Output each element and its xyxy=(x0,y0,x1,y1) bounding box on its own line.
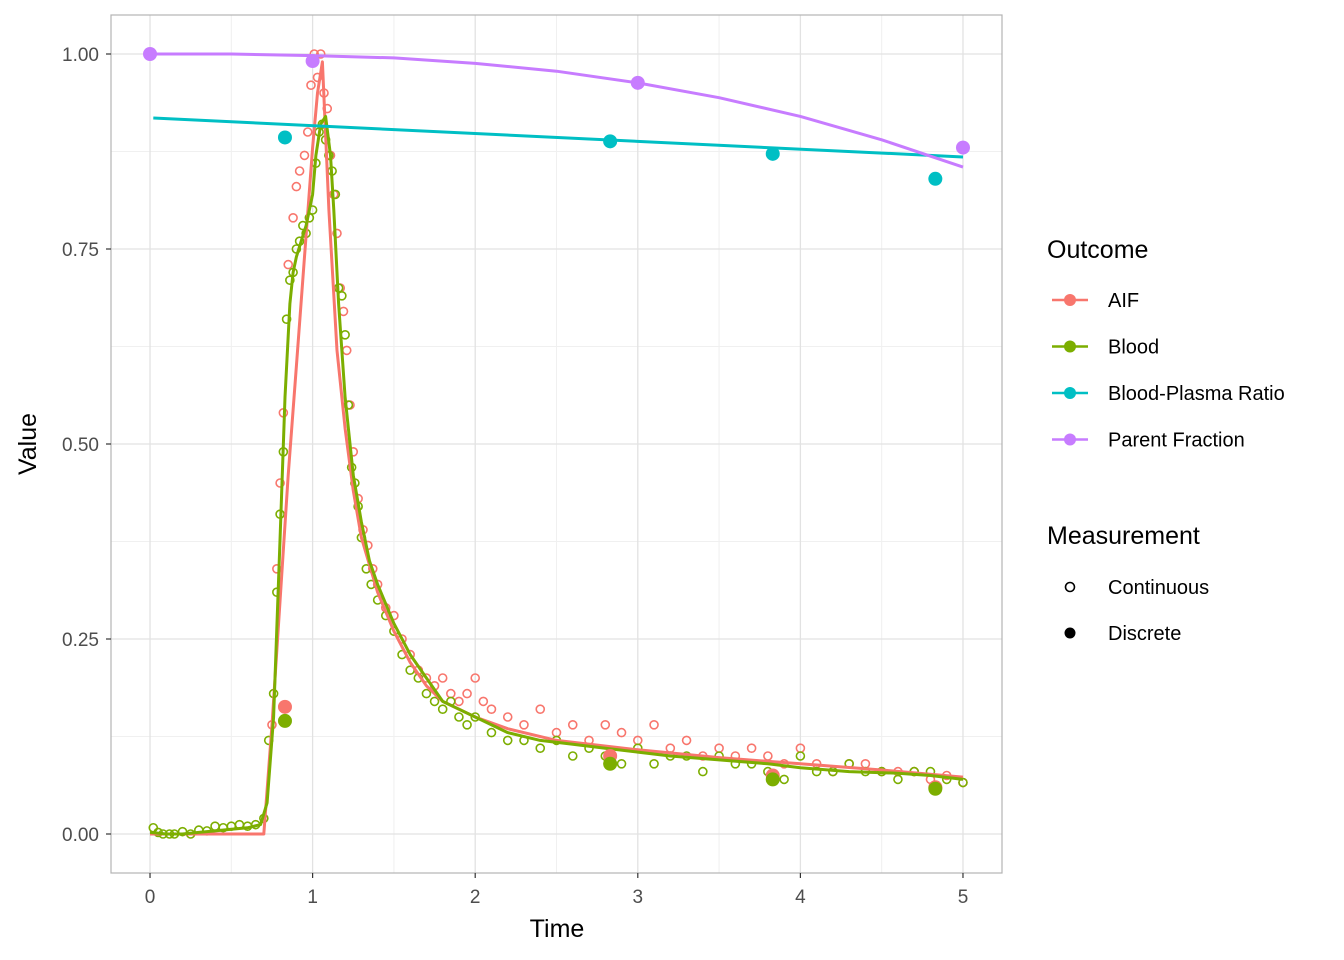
grid xyxy=(111,15,1002,873)
blood-continuous-point xyxy=(779,774,789,785)
blood-continuous-point xyxy=(698,766,708,777)
legend-continuous-swatch xyxy=(1064,581,1076,593)
blood-continuous-point xyxy=(486,727,497,738)
legend-blood-label: Blood xyxy=(1108,337,1159,359)
aif-continuous-point xyxy=(486,704,497,715)
legend-outcome-title: Outcome xyxy=(1047,236,1148,264)
aif-continuous-point xyxy=(478,696,489,707)
aif-continuous-point xyxy=(567,719,578,730)
blood-continuous-point xyxy=(454,712,464,722)
blood-continuous-point xyxy=(502,735,513,746)
blood-continuous-point xyxy=(462,719,472,730)
y-tick-label: 0.25 xyxy=(62,630,99,651)
x-tick-label: 2 xyxy=(470,887,481,908)
axes: 0 1 2 3 4 5 0.00 0.25 0.50 0.75 1.00 xyxy=(62,45,968,908)
aif-continuous-point xyxy=(288,213,298,223)
aif-continuous-point xyxy=(291,181,302,192)
blood-continuous-point xyxy=(795,751,806,761)
blood-continuous-point xyxy=(281,314,292,325)
blood-continuous-point xyxy=(649,758,659,769)
blood-continuous-point xyxy=(421,688,432,699)
x-tick-label: 4 xyxy=(795,887,806,908)
aif-continuous-point xyxy=(283,259,294,270)
legend-blood-point-swatch xyxy=(1064,340,1076,353)
aif-continuous-point xyxy=(294,166,305,176)
y-tick-label: 0.50 xyxy=(62,435,99,456)
blood-continuous-point xyxy=(285,275,295,286)
aif-continuous-point xyxy=(519,719,529,730)
legend-aif-point-swatch xyxy=(1064,294,1076,306)
blood-plasma-ratio-discrete-point xyxy=(765,146,780,161)
aif-continuous-point xyxy=(616,727,627,738)
legend: Outcome AIF Blood Blood-Plasma Ratio Parent… xyxy=(1047,236,1285,645)
blood-discrete-point xyxy=(603,756,618,771)
legend-outcome-items: AIF Blood Blood-Plasma Ratio Parent Fractio… xyxy=(1052,290,1285,452)
parent-fraction-fitted-line xyxy=(150,52,964,169)
blood-plasma-ratio-fitted-line xyxy=(153,116,964,159)
aif-continuous-point xyxy=(470,673,481,683)
parent-fraction-discrete-point xyxy=(955,140,970,155)
blood-continuous-point xyxy=(437,704,448,715)
aif-continuous-point xyxy=(462,688,472,699)
legend-discrete-swatch xyxy=(1064,627,1076,639)
aif-continuous-point xyxy=(315,49,326,59)
aif-continuous-point xyxy=(502,712,513,722)
legend-blood-plasma-ratio-label: Blood-Plasma Ratio xyxy=(1108,383,1285,405)
blood-discrete-point xyxy=(765,772,780,787)
blood-continuous-point xyxy=(893,774,903,785)
y-tick-label: 0.75 xyxy=(62,240,99,261)
aif-continuous-point xyxy=(649,719,659,730)
aif-continuous-point xyxy=(437,673,448,683)
blood-fitted-line xyxy=(149,114,964,836)
x-tick-label: 1 xyxy=(307,887,318,908)
x-tick-label: 0 xyxy=(145,887,156,908)
aif-continuous-point xyxy=(600,719,611,730)
parent-fraction-discrete-point xyxy=(305,54,320,69)
blood-continuous-point xyxy=(567,751,578,761)
blood-plasma-ratio-discrete-point xyxy=(928,171,943,186)
x-axis-title: Time xyxy=(530,915,585,943)
aif-fitted-line xyxy=(150,60,964,836)
legend-measurement-items: Continuous Discrete xyxy=(1064,577,1209,645)
blood-plasma-ratio-discrete-point xyxy=(603,134,618,149)
parent-fraction-discrete-point xyxy=(630,75,645,90)
aif-continuous-point xyxy=(306,80,316,90)
blood-continuous-point xyxy=(535,743,546,754)
aif-continuous-point xyxy=(275,478,285,488)
blood-plasma-ratio-discrete-point xyxy=(277,130,292,145)
aif-continuous-point xyxy=(332,228,342,239)
y-tick-label: 0.00 xyxy=(62,825,99,846)
aif-continuous-point xyxy=(681,735,692,746)
aif-continuous-point xyxy=(312,72,323,83)
parent-fraction-discrete-point xyxy=(143,47,158,61)
x-tick-label: 3 xyxy=(633,887,644,908)
legend-parent-fraction-point-swatch xyxy=(1064,433,1076,446)
blood-continuous-point xyxy=(616,758,627,769)
legend-measurement-title: Measurement xyxy=(1047,522,1200,550)
blood-continuous-point xyxy=(343,400,354,410)
aif-continuous-point xyxy=(302,127,313,137)
aif-continuous-point xyxy=(299,150,310,161)
legend-blood-plasma-ratio-point-swatch xyxy=(1064,387,1076,399)
legend-aif-label: AIF xyxy=(1108,290,1139,312)
blood-discrete-point xyxy=(277,713,292,728)
aif-continuous-point xyxy=(746,743,757,754)
y-axis-title: Value xyxy=(14,413,42,475)
y-tick-label: 1.00 xyxy=(62,45,99,66)
legend-discrete-label: Discrete xyxy=(1108,623,1181,645)
legend-parent-fraction-label: Parent Fraction xyxy=(1108,430,1245,452)
aif-continuous-point xyxy=(535,704,546,715)
legend-continuous-label: Continuous xyxy=(1108,577,1209,599)
aif-discrete-point xyxy=(277,699,292,714)
data-layer xyxy=(143,47,970,839)
blood-discrete-point xyxy=(928,781,943,796)
x-tick-label: 5 xyxy=(958,887,969,908)
blood-continuous-point xyxy=(429,696,440,707)
